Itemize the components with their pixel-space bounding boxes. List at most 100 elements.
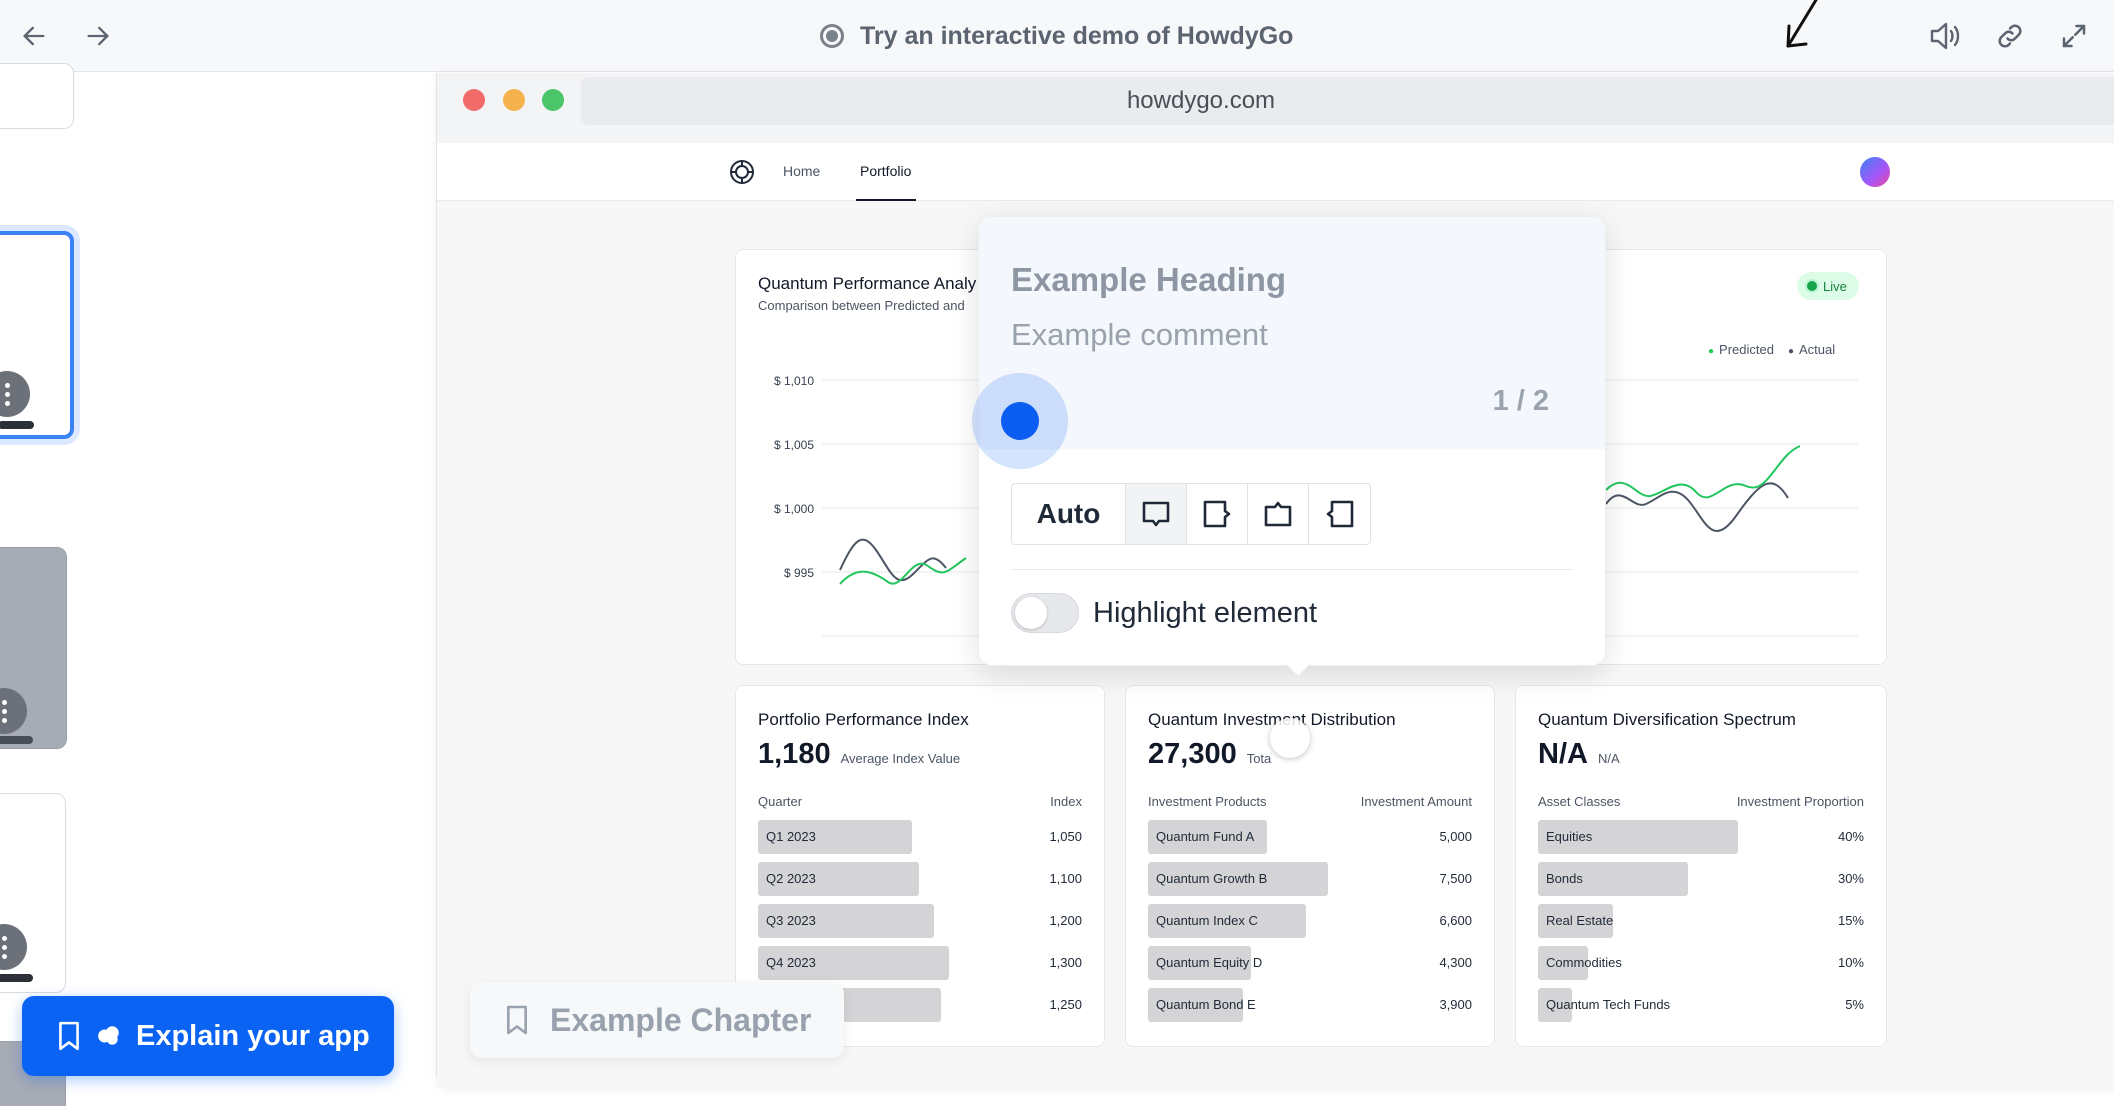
table-row: Quantum Fund A 5,000 <box>1148 820 1472 854</box>
legend-predicted: Predicted <box>1708 342 1774 357</box>
mouse-cursor-icon <box>1786 0 1818 48</box>
sparkle-cloud-icon <box>98 1026 119 1045</box>
y-tick-label: $ 1,005 <box>773 438 814 452</box>
slide-menu-icon[interactable] <box>0 924 27 970</box>
slide-thumbnail[interactable] <box>0 793 66 993</box>
nav-link-home[interactable]: Home <box>783 163 821 179</box>
browser-chrome: howdygo.com <box>437 73 2114 125</box>
chart-card-title: Quantum Performance Analy <box>758 274 977 293</box>
card-metric: N/A N/A <box>1538 738 1620 771</box>
chart-card-subtitle: Comparison between Predicted and <box>758 298 965 313</box>
live-badge-label: Live <box>1823 278 1847 294</box>
card-metric: 1,180 Average Index Value <box>758 738 960 771</box>
series-actual-line <box>839 538 947 582</box>
card-metric-label: N/A <box>1597 751 1620 766</box>
column-header: Investment Proportion <box>1736 794 1864 809</box>
row-value: 15% <box>1837 913 1864 928</box>
expand-icon[interactable] <box>2052 14 2096 58</box>
slide-menu-icon[interactable] <box>0 688 27 734</box>
row-bar <box>758 820 912 854</box>
row-value: 6,600 <box>1439 913 1472 928</box>
row-bar <box>1538 862 1688 896</box>
placement-bottom-icon[interactable] <box>1126 484 1187 544</box>
minimize-window-icon[interactable] <box>503 89 525 111</box>
column-header: Investment Products <box>1148 794 1267 809</box>
row-value: 30% <box>1837 871 1864 886</box>
maximize-window-icon[interactable] <box>542 89 564 111</box>
annotation-target-dot[interactable] <box>1270 718 1310 758</box>
placement-right-icon[interactable] <box>1187 484 1248 544</box>
hotspot-marker[interactable] <box>1001 402 1039 440</box>
row-value: 40% <box>1837 829 1864 844</box>
card-metric-label: Tota <box>1246 751 1272 766</box>
card-title: Quantum Diversification Spectrum <box>1538 710 1796 729</box>
url-text: howdygo.com <box>1126 87 1276 114</box>
nav-link-portfolio[interactable]: Portfolio <box>860 163 912 179</box>
highlight-element-label: Highlight element <box>1093 597 1318 629</box>
row-value: 5% <box>1845 997 1864 1012</box>
bookmark-icon <box>507 1005 527 1035</box>
slide-thumbnail-selected[interactable] <box>0 231 74 439</box>
row-bar <box>1148 946 1251 980</box>
row-label: Q3 2023 <box>766 913 816 928</box>
back-arrow-icon[interactable] <box>12 14 56 58</box>
record-icon <box>820 24 844 48</box>
highlight-element-toggle[interactable] <box>1011 593 1079 633</box>
slide-indicator <box>0 736 33 744</box>
table-row: Q4 2023 1,300 <box>758 946 1082 980</box>
placement-top-icon[interactable] <box>1248 484 1309 544</box>
demo-title-text: Try an interactive demo of HowdyGo <box>860 21 1294 50</box>
popover-comment[interactable]: Example comment <box>1011 317 1268 352</box>
row-label: Quantum Fund A <box>1156 829 1255 844</box>
explain-your-app-button[interactable]: Explain your app <box>22 996 394 1076</box>
investment-distribution-card: Quantum Investment Distribution 27,300 To… <box>1125 685 1495 1047</box>
row-bar <box>1538 946 1588 980</box>
y-tick-label: $ 1,000 <box>773 502 814 516</box>
column-header: Index <box>1050 794 1082 809</box>
link-icon[interactable] <box>1988 14 2032 58</box>
speaker-icon[interactable] <box>1924 14 1968 58</box>
popover-heading[interactable]: Example Heading <box>1011 261 1287 298</box>
row-bar <box>1148 988 1243 1022</box>
series-predicted-line <box>839 557 967 585</box>
table-header: Investment Products Investment Amount <box>1148 794 1472 809</box>
card-metric-value: N/A <box>1538 738 1588 770</box>
placement-left-icon[interactable] <box>1309 484 1370 544</box>
table-row: Quantum Index C 6,600 <box>1148 904 1472 938</box>
legend-actual: Actual <box>1788 342 1835 357</box>
placement-auto-option[interactable]: Auto <box>1012 484 1126 544</box>
forward-arrow-icon[interactable] <box>76 14 120 58</box>
example-chapter-button[interactable]: Example Chapter <box>470 982 844 1058</box>
row-bar <box>758 946 949 980</box>
series-predicted-line <box>1605 445 1801 499</box>
table-row: Quantum Tech Funds 5% <box>1538 988 1864 1022</box>
row-value: 1,100 <box>1049 871 1082 886</box>
row-label: Quantum Growth B <box>1156 871 1268 886</box>
column-header: Quarter <box>758 794 803 809</box>
row-bar <box>758 904 934 938</box>
close-window-icon[interactable] <box>463 89 485 111</box>
table-row: Quantum Equity D 4,300 <box>1148 946 1472 980</box>
row-label: Quantum Index C <box>1156 913 1258 928</box>
explain-your-app-label: Explain your app <box>136 1019 370 1052</box>
table-row: Q2 2023 1,100 <box>758 862 1082 896</box>
slide-indicator <box>0 421 34 429</box>
app-logo-icon[interactable] <box>729 159 755 185</box>
table-row: Real Estate 15% <box>1538 904 1864 938</box>
url-bar[interactable]: howdygo.com <box>581 77 2114 125</box>
placement-selector: Auto <box>1011 483 1371 545</box>
row-bar <box>1538 988 1572 1022</box>
y-tick-label: $ 995 <box>783 566 814 580</box>
step-counter: 1 / 2 <box>1492 385 1549 417</box>
slide-thumbnail[interactable] <box>0 63 74 129</box>
slide-thumbnail[interactable] <box>0 547 67 749</box>
table-row: Q3 2023 1,200 <box>758 904 1082 938</box>
app-nav: Home Portfolio <box>437 143 2114 201</box>
card-metric-value: 1,180 <box>758 738 831 770</box>
row-label: Bonds <box>1546 871 1583 886</box>
row-label: Commodities <box>1546 955 1622 970</box>
row-value: 4,300 <box>1439 955 1472 970</box>
slide-menu-icon[interactable] <box>0 371 30 417</box>
row-label: Equities <box>1546 829 1593 844</box>
avatar[interactable] <box>1860 157 1890 187</box>
